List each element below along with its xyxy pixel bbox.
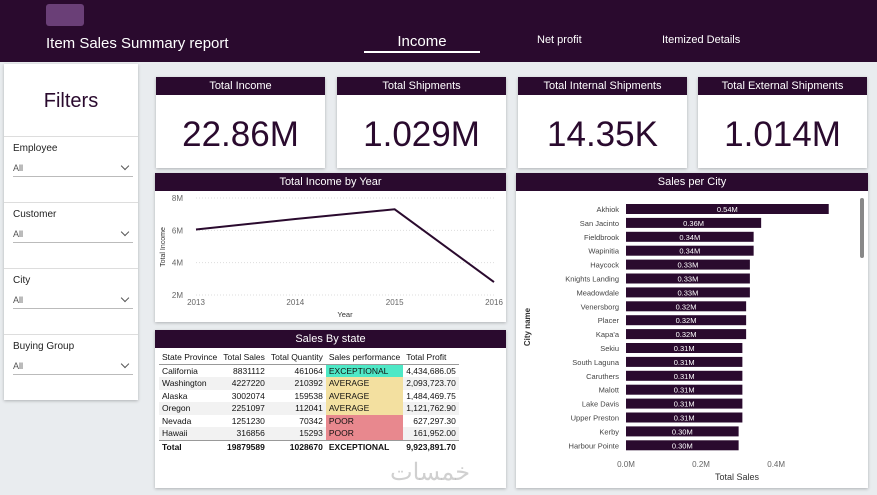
card-title: Total Income by Year [155, 173, 506, 191]
tab[interactable]: Income [364, 33, 480, 53]
table-cell: 627,297.30 [413, 415, 456, 426]
table-cell: California [162, 365, 198, 376]
table-cell: EXCEPTIONAL [325, 439, 404, 453]
bar-card: Sales per City [516, 173, 868, 488]
table-cell: 1,484,469.75 [406, 390, 456, 401]
card-title: Sales By state [155, 330, 506, 348]
line-card: Total Income by Year [155, 173, 506, 322]
filter-panel: Filters Employee All Customer All City All Buy… [4, 64, 138, 400]
scrollbar[interactable] [860, 198, 864, 258]
table-cell: Alaska [162, 390, 188, 401]
table-cell: Hawaii [162, 428, 188, 439]
filter: Customer All [4, 202, 138, 262]
table-cell: 1251230 [231, 415, 265, 426]
kpi-value: 1.014M [724, 115, 841, 154]
filter-label: Customer [13, 209, 57, 220]
sales-table: State Province Total Sales Total Quantity S… [159, 351, 459, 453]
report-title: Item Sales Summary report [46, 35, 229, 52]
table-cell: 2,093,723.70 [406, 378, 456, 389]
dropdown[interactable]: All [13, 292, 133, 309]
watermark: خمسات [390, 459, 471, 486]
header: Item Sales Summary report Income Net pro… [0, 0, 877, 62]
table-card: Sales By state State Province Total Sales… [155, 330, 506, 488]
table-cell: 4227220 [231, 378, 265, 389]
table-cell: 1,121,762.90 [406, 403, 456, 414]
column-header: Total Quantity [267, 351, 326, 365]
tab[interactable]: Itemized Details [662, 34, 741, 46]
table-cell: 461064 [294, 365, 323, 376]
table-cell: 8831112 [233, 365, 265, 376]
table-row: Hawaii 316856 15293 POOR 161,952.00 [159, 427, 459, 440]
table-cell: EXCEPTIONAL [325, 364, 404, 377]
table-row: Washington 4227220 210392 AVERAGE 2,093,723.… [159, 377, 459, 390]
table-cell: AVERAGE [325, 389, 404, 402]
table-cell: 316856 [236, 428, 265, 439]
column-header: Total Profit [403, 351, 459, 365]
filter: Buying Group All [4, 334, 138, 394]
kpi-card: Total External Shipments 1.014M [698, 77, 867, 168]
column-header: State Province [159, 351, 221, 365]
dropdown[interactable]: All [13, 358, 133, 375]
dropdown[interactable]: All [13, 160, 133, 177]
filter-label: City [13, 275, 31, 286]
card-title: Sales per City [516, 173, 868, 191]
filter-label: Employee [13, 143, 58, 154]
table-cell: Washington [162, 378, 207, 389]
column-header: Total Sales [220, 351, 268, 365]
table-row: Total 19879589 1028670 EXCEPTIONAL 9,923,891… [159, 439, 459, 453]
table-cell: 1028670 [267, 439, 326, 453]
table-cell: Total [159, 439, 221, 453]
table-cell: 2251097 [231, 403, 265, 414]
filter: Employee All [4, 136, 138, 196]
table-cell: Oregon [162, 403, 191, 414]
table-cell: 9,923,891.70 [403, 439, 459, 453]
tab[interactable]: Net profit [537, 34, 582, 46]
table-cell: 112041 [295, 403, 323, 414]
table-cell: 3002074 [231, 390, 265, 401]
table-cell: POOR [325, 414, 404, 427]
kpi-label: Total Income [156, 77, 325, 95]
table-cell: AVERAGE [325, 377, 404, 390]
table-row: Nevada 1251230 70342 POOR 627,297.30 [159, 414, 459, 427]
dropdown[interactable]: All [13, 226, 133, 243]
logo [46, 4, 84, 26]
kpi-value: 14.35K [547, 115, 658, 154]
header-row: State Province Total Sales Total Quantity S… [159, 351, 459, 365]
kpi-value: 1.029M [363, 115, 480, 154]
kpi-value: 22.86M [182, 115, 299, 154]
table-cell: 4,434,686.05 [406, 365, 456, 376]
table-cell: POOR [325, 427, 404, 440]
kpi-label: Total Internal Shipments [518, 77, 687, 95]
table-row: California 8831112 461064 EXCEPTIONAL 4,434,… [159, 364, 459, 377]
table-cell: Nevada [162, 415, 192, 426]
filter-label: Buying Group [13, 341, 75, 352]
table-cell: 15293 [299, 428, 323, 439]
column-header: Sales performance [325, 351, 404, 365]
table-cell: 159538 [294, 390, 323, 401]
table-cell: 161,952.00 [413, 428, 456, 439]
table-cell: AVERAGE [325, 402, 404, 415]
table-cell: 210392 [294, 378, 323, 389]
filters-title: Filters [43, 90, 99, 112]
filter: City All [4, 268, 138, 328]
table-cell: 70342 [299, 415, 323, 426]
kpi-label: Total Shipments [337, 77, 506, 95]
kpi-card: Total Shipments 1.029M [337, 77, 506, 168]
kpi-card: Total Income 22.86M [156, 77, 325, 168]
table-cell: 19879589 [220, 439, 268, 453]
table-row: Alaska 3002074 159538 AVERAGE 1,484,469.75 [159, 389, 459, 402]
kpi-card: Total Internal Shipments 14.35K [518, 77, 687, 168]
kpi-label: Total External Shipments [698, 77, 867, 95]
table-row: Oregon 2251097 112041 AVERAGE 1,121,762.90 [159, 402, 459, 415]
